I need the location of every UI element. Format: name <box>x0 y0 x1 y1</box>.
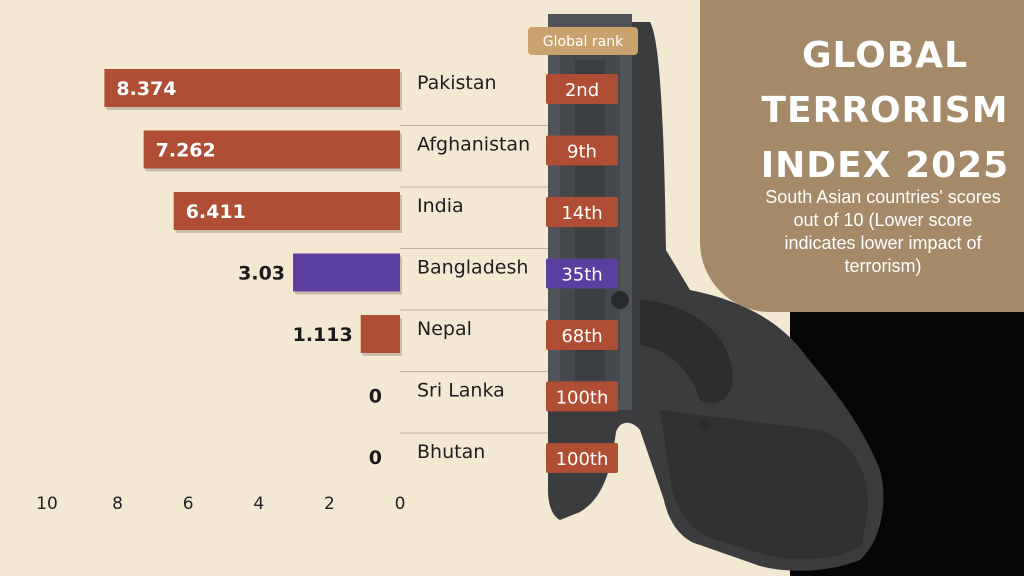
rank-label: 35th <box>561 265 602 286</box>
country-labels: Pakistan Afghanistan India Bangladesh Nepal S… <box>417 72 530 463</box>
x-tick-label: 0 <box>395 494 406 514</box>
title-line-3: INDEX 2025 <box>760 145 1010 186</box>
bars <box>104 69 402 356</box>
bar-pakistan <box>104 69 400 107</box>
rank-badge <box>546 135 618 166</box>
rank-header: Global rank <box>528 27 638 55</box>
value-label: 6.411 <box>186 201 246 223</box>
page-title: GLOBAL TERRORISM INDEX 2025 <box>760 28 1010 193</box>
country-label: Bangladesh <box>417 257 528 279</box>
bar-india <box>173 192 400 230</box>
x-axis-ticks: 10 8 6 4 2 0 <box>36 494 405 514</box>
country-label: Nepal <box>417 318 472 340</box>
subtitle: South Asian countries' scores out of 10 … <box>765 187 1001 276</box>
title-panel <box>700 0 1024 312</box>
rank-badge <box>546 74 618 104</box>
rank-label: 68th <box>561 326 602 347</box>
rank-badges: 2nd 9th 14th 35th 68th 100th 100th <box>546 74 618 473</box>
rank-label: 100th <box>556 388 609 409</box>
x-tick-label: 4 <box>253 494 264 514</box>
rank-label: 2nd <box>565 80 599 101</box>
value-label: 8.374 <box>116 78 176 100</box>
country-label: Sri Lanka <box>417 380 505 402</box>
rank-label: 100th <box>556 449 609 470</box>
rank-badge <box>546 197 618 227</box>
x-tick-label: 6 <box>183 494 194 514</box>
country-label: Pakistan <box>417 72 497 94</box>
title-line-2: TERRORISM <box>761 90 1009 131</box>
value-label: 7.262 <box>156 140 216 162</box>
value-label: 0 <box>369 447 382 469</box>
title-line-1: GLOBAL <box>801 35 969 76</box>
rank-badge <box>546 443 618 473</box>
rank-badge <box>546 381 618 412</box>
row-dividers <box>400 125 548 434</box>
bar-afghanistan <box>143 130 400 169</box>
value-label: 3.03 <box>238 263 285 285</box>
value-label: 1.113 <box>293 324 353 346</box>
rank-badge <box>546 320 618 350</box>
value-label: 0 <box>369 386 382 408</box>
country-label: Afghanistan <box>417 134 530 156</box>
x-tick-label: 8 <box>112 494 123 514</box>
rank-label: 14th <box>561 203 602 224</box>
country-label: Bhutan <box>417 441 485 463</box>
x-tick-label: 10 <box>36 494 58 514</box>
rank-header-label: Global rank <box>543 34 624 50</box>
rank-badge <box>546 258 618 289</box>
x-tick-label: 2 <box>324 494 335 514</box>
country-label: India <box>417 195 464 217</box>
bar-bangladesh <box>293 253 400 292</box>
rank-label: 9th <box>567 142 597 163</box>
value-labels: 8.374 7.262 6.411 3.03 1.113 0 0 <box>116 78 382 469</box>
bar-nepal <box>360 315 400 353</box>
